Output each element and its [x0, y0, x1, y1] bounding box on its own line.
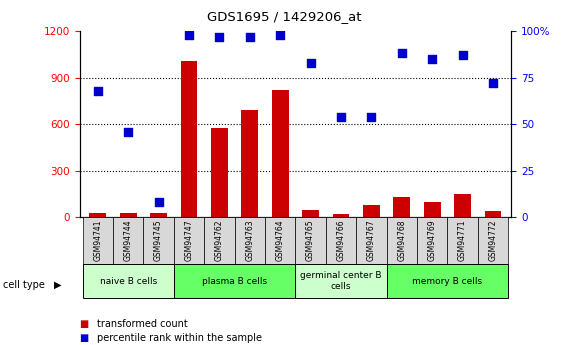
Point [124, 129, 133, 135]
Bar [478, 217, 508, 264]
Bar [454, 194, 471, 217]
Bar [394, 197, 410, 217]
Text: GSM94745: GSM94745 [154, 220, 163, 262]
Point [367, 114, 376, 119]
Bar [295, 264, 387, 298]
Text: percentile rank within the sample: percentile rank within the sample [97, 333, 261, 343]
Bar [174, 217, 204, 264]
Text: ■: ■ [80, 333, 89, 343]
Text: GSM94747: GSM94747 [185, 220, 194, 262]
Text: GSM94765: GSM94765 [306, 220, 315, 262]
Text: GSM94741: GSM94741 [93, 220, 102, 262]
Bar [82, 264, 174, 298]
Text: GSM94763: GSM94763 [245, 220, 254, 262]
Bar [89, 213, 106, 217]
Bar [272, 90, 289, 217]
Bar [333, 214, 349, 217]
Point [458, 52, 467, 58]
Text: naive B cells: naive B cells [99, 277, 157, 286]
Point [306, 60, 315, 66]
Bar [211, 128, 228, 217]
Bar [235, 217, 265, 264]
Point [245, 34, 254, 39]
Point [397, 51, 406, 56]
Text: GSM94768: GSM94768 [397, 220, 406, 262]
Bar [295, 217, 326, 264]
Bar [417, 217, 448, 264]
Text: GSM94772: GSM94772 [488, 220, 498, 262]
Bar [113, 217, 143, 264]
Bar [150, 213, 167, 217]
Bar [356, 217, 387, 264]
Bar [265, 217, 295, 264]
Text: memory B cells: memory B cells [412, 277, 482, 286]
Point [154, 200, 163, 205]
Text: GSM94767: GSM94767 [367, 220, 376, 262]
Point [275, 32, 285, 38]
Point [215, 34, 224, 39]
Text: GSM94769: GSM94769 [428, 220, 437, 262]
Text: cell type: cell type [3, 280, 45, 289]
Text: transformed count: transformed count [97, 319, 187, 329]
Point [428, 56, 437, 62]
Point [488, 80, 498, 86]
Bar [241, 110, 258, 217]
Text: plasma B cells: plasma B cells [202, 277, 267, 286]
Bar [326, 217, 356, 264]
Bar [424, 202, 441, 217]
Bar [387, 217, 417, 264]
Text: GSM94764: GSM94764 [275, 220, 285, 262]
Text: ■: ■ [80, 319, 89, 329]
Bar [174, 264, 295, 298]
Bar [302, 209, 319, 217]
Bar [143, 217, 174, 264]
Text: germinal center B
cells: germinal center B cells [300, 272, 382, 291]
Bar [120, 213, 136, 217]
Point [336, 114, 345, 119]
Bar [448, 217, 478, 264]
Text: GDS1695 / 1429206_at: GDS1695 / 1429206_at [207, 10, 361, 23]
Point [185, 32, 194, 38]
Text: GSM94744: GSM94744 [124, 220, 133, 262]
Text: ▶: ▶ [54, 280, 61, 289]
Point [93, 88, 102, 93]
Bar [363, 205, 380, 217]
Bar [387, 264, 508, 298]
Bar [181, 60, 197, 217]
Bar [82, 217, 113, 264]
Text: GSM94766: GSM94766 [336, 220, 345, 262]
Text: GSM94762: GSM94762 [215, 220, 224, 262]
Bar [485, 211, 502, 217]
Text: GSM94771: GSM94771 [458, 220, 467, 262]
Bar [204, 217, 235, 264]
